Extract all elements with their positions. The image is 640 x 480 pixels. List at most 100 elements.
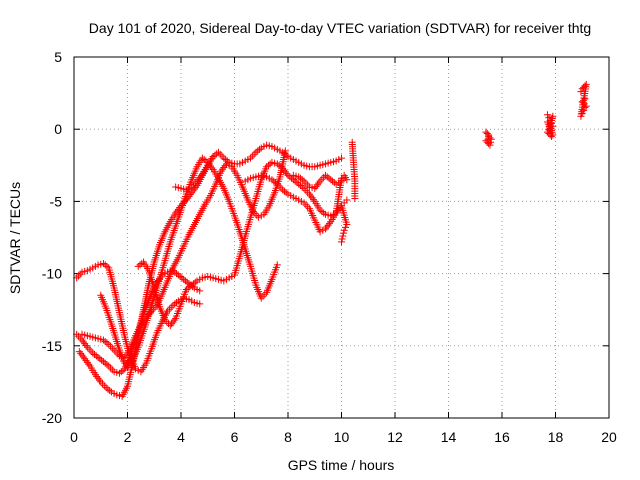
x-tick-label: 8 (284, 429, 292, 445)
data-point (308, 194, 316, 202)
data-point (167, 303, 175, 311)
data-point (79, 338, 87, 346)
data-point (275, 161, 283, 169)
data-point (295, 180, 303, 188)
data-point (128, 358, 136, 366)
data-point (279, 148, 287, 156)
grid-layer (74, 57, 609, 418)
data-point (250, 150, 258, 158)
data-point (295, 173, 303, 181)
data-point (255, 145, 263, 153)
data-point (325, 219, 333, 227)
data-point (173, 298, 181, 306)
data-point (302, 186, 310, 194)
data-point (191, 278, 199, 286)
data-point (106, 387, 114, 395)
data-point (91, 350, 99, 358)
y-tick-label: 0 (54, 121, 62, 137)
data-point (89, 349, 97, 357)
data-point (293, 179, 301, 187)
data-point (270, 177, 278, 185)
data-point (282, 189, 290, 197)
x-tick-label: 0 (70, 429, 78, 445)
data-point (286, 173, 294, 181)
data-point (174, 271, 182, 279)
data-point (312, 183, 320, 191)
data-point (338, 238, 345, 246)
data-point (99, 336, 107, 344)
data-point (302, 201, 310, 209)
data-point (340, 229, 348, 237)
data-point (102, 384, 110, 392)
data-point (577, 112, 585, 120)
x-axis-title: GPS time / hours (288, 457, 395, 473)
data-point (338, 235, 346, 243)
data-point (104, 385, 112, 393)
data-point (343, 176, 351, 184)
data-point (339, 232, 347, 240)
data-point (343, 196, 351, 204)
data-point (169, 318, 177, 326)
data-point (280, 150, 288, 158)
data-point (186, 283, 194, 291)
data-point (194, 175, 202, 183)
data-point (252, 148, 260, 156)
data-point (487, 138, 495, 146)
data-point (188, 281, 196, 289)
data-point (134, 262, 142, 270)
data-point (485, 132, 493, 140)
data-point (99, 358, 107, 366)
data-point (340, 226, 348, 234)
data-point (137, 322, 145, 330)
data-point (171, 300, 179, 308)
data-point (189, 187, 197, 195)
data-point (279, 164, 287, 172)
data-point (91, 371, 99, 379)
data-point (103, 339, 111, 347)
data-point (125, 362, 133, 370)
data-point (92, 352, 100, 360)
data-point (311, 184, 319, 192)
data-point (197, 172, 205, 180)
data-point (94, 374, 102, 382)
data-point (193, 177, 201, 185)
data-point (119, 366, 127, 374)
data-point (75, 348, 83, 356)
data-point (578, 109, 586, 117)
data-point (74, 332, 82, 340)
data-point (304, 188, 312, 196)
data-point (78, 351, 86, 359)
x-tick-label: 2 (124, 429, 132, 445)
data-point (318, 208, 326, 216)
y-axis-title: SDTVAR / TECUs (7, 182, 23, 294)
data-point (182, 285, 190, 293)
data-point (117, 368, 125, 376)
data-point (280, 166, 288, 174)
data-point (268, 176, 276, 184)
data-point (320, 209, 328, 217)
data-point (198, 154, 206, 162)
data-point (254, 147, 262, 155)
data-point (101, 261, 109, 269)
data-point (178, 274, 186, 282)
data-point (351, 195, 359, 203)
data-point (315, 179, 323, 187)
data-point (124, 363, 131, 371)
data-point (87, 347, 95, 355)
data-point (305, 190, 313, 198)
data-point (486, 141, 494, 149)
data-point (94, 353, 102, 361)
data-point (216, 150, 224, 158)
data-point (298, 183, 306, 191)
data-point (222, 156, 230, 164)
data-point (82, 357, 90, 365)
data-point (180, 275, 188, 283)
data-point (173, 270, 181, 278)
data-point (296, 182, 304, 190)
data-point (99, 259, 107, 267)
data-point (184, 284, 192, 292)
data-point (107, 364, 115, 372)
data-point (307, 192, 315, 200)
data-point (316, 206, 324, 214)
data-point (77, 349, 85, 357)
